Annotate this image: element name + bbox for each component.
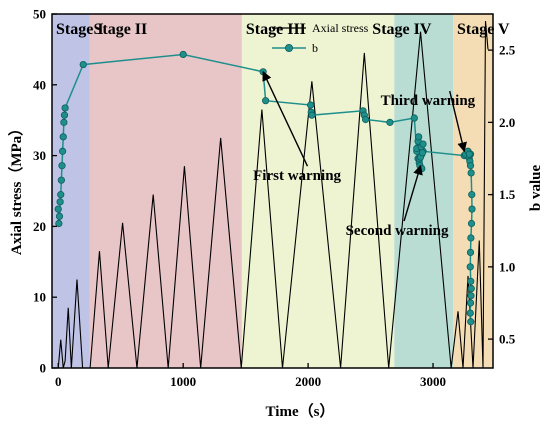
b-value-point [466, 263, 474, 271]
b-value-point [415, 133, 423, 141]
y-right-tick-label: 1.0 [499, 259, 515, 274]
b-value-point [308, 111, 316, 119]
b-value-point [468, 191, 476, 199]
annotation-label: Second warning [346, 223, 449, 239]
legend-label-b: b [312, 41, 318, 55]
b-value-point [61, 104, 69, 112]
stage-label: Stage I [56, 21, 104, 38]
stage-band [241, 14, 395, 368]
stage-band [453, 14, 493, 368]
legend-label-axial-stress: Axial stress [312, 21, 369, 35]
series-line-axial-stress [57, 21, 489, 369]
b-value-point [419, 140, 427, 148]
stage-bands [52, 14, 493, 368]
plot-frame [51, 13, 494, 369]
stage-band [89, 14, 242, 368]
b-value-point [466, 162, 475, 170]
series-line-b [468, 154, 473, 322]
b-value-point [466, 299, 475, 307]
stage-label: Stage V [457, 21, 510, 38]
y-right-tick-label: 2.0 [499, 115, 515, 130]
y-right-tick-label: 2.5 [499, 43, 516, 58]
x-tick-label: 2000 [295, 374, 321, 389]
b-value-point [55, 219, 63, 228]
b-value-point [467, 284, 475, 293]
b-value-point [466, 309, 474, 317]
b-value-point [467, 234, 475, 242]
b-value-point [57, 191, 65, 199]
stage-label: Stage IV [372, 21, 432, 38]
stage-label: Stage II [93, 21, 147, 38]
y-axis-title-right: b value [528, 165, 544, 212]
b-value-point [262, 97, 270, 105]
b-value-point [467, 169, 475, 177]
b-value-point [467, 277, 475, 285]
legend: Axial stress b [272, 21, 369, 55]
annotation-arrow [403, 164, 423, 222]
x-axis-title: Time（s） [266, 402, 335, 420]
b-value-point [410, 114, 418, 122]
b-value-point [54, 205, 62, 213]
y-left-tick-label: 20 [33, 219, 46, 234]
annotation-label: Third warning [381, 93, 476, 109]
annotation-label: First warning [253, 168, 341, 184]
b-value-point [307, 101, 315, 109]
y-left-tick-label: 40 [33, 77, 46, 92]
b-value-point [468, 205, 476, 213]
b-value-point [60, 111, 69, 119]
b-value-point [60, 118, 68, 126]
x-tick-label: 3000 [420, 374, 446, 389]
y-right-tick-label: 1.5 [499, 187, 516, 202]
b-value-point [465, 150, 473, 158]
x-tick-label: 1000 [170, 374, 196, 389]
y-left-tick-label: 50 [33, 7, 46, 22]
b-value-point [57, 176, 65, 184]
y-left-tick-label: 10 [33, 290, 46, 305]
y-axis-title-left: Axial stress（MPa） [7, 121, 25, 255]
b-value-point [467, 219, 476, 228]
y-left-tick-label: 30 [33, 148, 46, 163]
b-value-point [467, 292, 475, 300]
stage-band [52, 14, 90, 368]
annotation-arrow [449, 90, 467, 153]
b-value-point [56, 198, 64, 206]
stage-band [394, 14, 454, 368]
b-value-point [58, 162, 66, 170]
b-value-point [418, 149, 427, 157]
b-value-point [55, 212, 64, 220]
y-right-tick-label: 0.5 [499, 332, 516, 347]
stage-label: Stage III [246, 21, 306, 38]
annotation-arrow [262, 70, 309, 167]
axes-layer: 0 1000 2000 3000 0 10 20 30 40 50 0.5 1.0 1.5 2.0 2.5 [33, 7, 516, 390]
b-value-point [79, 60, 87, 69]
y-left-tick-label: 0 [40, 361, 47, 376]
legend-swatch-b-marker [284, 44, 293, 53]
b-value-point [361, 115, 370, 124]
b-value-point [179, 50, 187, 59]
x-tick-label: 0 [55, 374, 62, 389]
b-value-point [59, 133, 67, 141]
b-value-point [467, 318, 475, 326]
b-value-point [466, 248, 475, 257]
series-layer [54, 21, 489, 369]
b-value-point [59, 147, 67, 155]
b-value-point [386, 118, 394, 126]
